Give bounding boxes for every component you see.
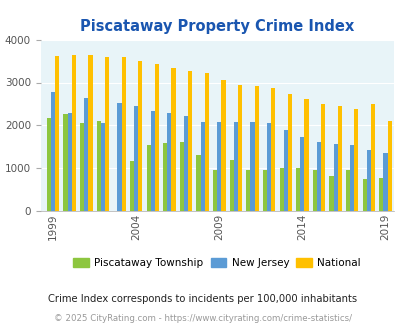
Bar: [345, 170, 350, 211]
Bar: [68, 114, 72, 211]
Bar: [84, 98, 88, 211]
Bar: [320, 104, 324, 211]
Bar: [266, 123, 271, 211]
Bar: [221, 81, 225, 211]
Bar: [378, 178, 382, 211]
Bar: [217, 121, 221, 211]
Bar: [283, 130, 287, 211]
Bar: [72, 54, 76, 211]
Bar: [150, 111, 154, 211]
Bar: [333, 144, 337, 211]
Bar: [279, 168, 283, 211]
Text: © 2025 CityRating.com - https://www.cityrating.com/crime-statistics/: © 2025 CityRating.com - https://www.city…: [54, 314, 351, 323]
Bar: [295, 168, 300, 211]
Bar: [47, 118, 51, 211]
Bar: [200, 121, 204, 211]
Bar: [354, 109, 358, 211]
Bar: [154, 64, 159, 211]
Bar: [171, 68, 175, 211]
Bar: [271, 88, 275, 211]
Bar: [146, 145, 150, 211]
Bar: [122, 57, 126, 211]
Bar: [134, 106, 138, 211]
Bar: [328, 177, 333, 211]
Bar: [138, 61, 142, 211]
Bar: [382, 153, 387, 211]
Bar: [213, 170, 217, 211]
Bar: [100, 123, 105, 211]
Bar: [88, 54, 92, 211]
Bar: [229, 160, 233, 211]
Legend: Piscataway Township, New Jersey, National: Piscataway Township, New Jersey, Nationa…: [69, 254, 364, 273]
Bar: [287, 94, 291, 211]
Bar: [130, 161, 134, 211]
Text: Crime Index corresponds to incidents per 100,000 inhabitants: Crime Index corresponds to incidents per…: [48, 294, 357, 304]
Bar: [387, 121, 391, 211]
Bar: [196, 154, 200, 211]
Bar: [237, 85, 241, 211]
Bar: [167, 113, 171, 211]
Bar: [63, 114, 68, 211]
Bar: [117, 103, 121, 211]
Bar: [250, 122, 254, 211]
Bar: [337, 106, 341, 211]
Bar: [80, 123, 84, 211]
Bar: [350, 145, 354, 211]
Bar: [370, 104, 374, 211]
Bar: [96, 121, 100, 211]
Bar: [316, 142, 320, 211]
Bar: [183, 116, 188, 211]
Bar: [51, 92, 55, 211]
Bar: [105, 57, 109, 211]
Bar: [204, 74, 209, 211]
Bar: [262, 170, 266, 211]
Bar: [55, 56, 59, 211]
Bar: [304, 99, 308, 211]
Title: Piscataway Property Crime Index: Piscataway Property Crime Index: [80, 19, 354, 34]
Bar: [163, 144, 167, 211]
Bar: [366, 150, 370, 211]
Bar: [362, 179, 366, 211]
Bar: [188, 71, 192, 211]
Bar: [179, 142, 183, 211]
Bar: [246, 170, 250, 211]
Bar: [254, 86, 258, 211]
Bar: [300, 137, 304, 211]
Bar: [233, 121, 237, 211]
Bar: [312, 170, 316, 211]
